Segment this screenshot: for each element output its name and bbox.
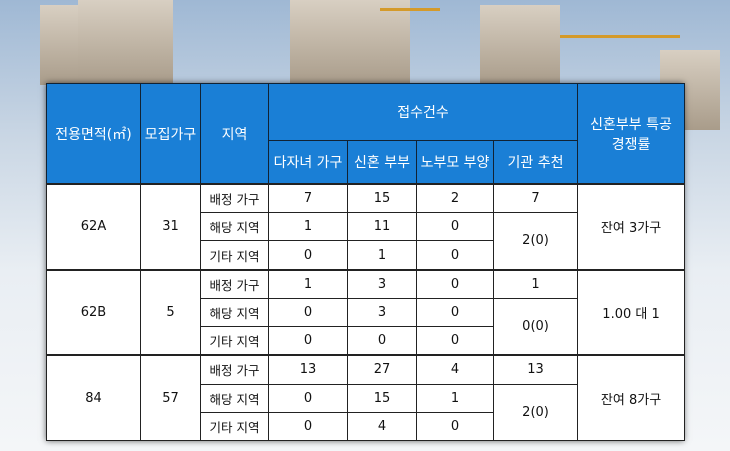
agency-alloc-cell: 7 [492,183,579,214]
region-cell: 배정 가구 [200,183,269,214]
header-elderly-parents: 노부모 부양 [416,140,494,185]
rate-cell: 잔여 3가구 [577,183,686,271]
crane [380,8,440,11]
region-cell: 기타 지역 [200,411,269,442]
newlywed-cell: 15 [347,383,417,413]
elderly-parents-cell: 0 [416,268,494,299]
header-units: 모집가구 [140,83,201,185]
newlywed-cell: 27 [347,354,417,385]
region-cell: 배정 가구 [200,354,269,385]
multi-child-cell: 13 [268,354,348,385]
units-cell: 31 [140,183,201,271]
newlywed-cell: 4 [347,411,417,442]
header-rate: 신혼부부 특공 경쟁률 [577,83,686,185]
multi-child-cell: 1 [268,212,348,242]
area-cell: 84 [46,354,141,442]
multi-child-cell: 0 [268,297,348,328]
elderly-parents-cell: 2 [416,183,494,214]
area-cell: 62B [46,268,141,356]
multi-child-cell: 0 [268,326,348,356]
elderly-parents-cell: 0 [416,326,494,356]
table-row: 84 57 배정 가구 13 27 4 13 잔여 8가구 [46,354,686,442]
agency-apps-cell: 0(0) [492,297,579,356]
area-cell: 62A [46,183,141,271]
table-row: 62A 31 배정 가구 7 15 2 7 잔여 3가구 [46,183,686,271]
table-row: 62B 5 배정 가구 1 3 0 1 1.00 대 1 [46,268,686,356]
rate-cell: 잔여 8가구 [577,354,686,442]
multi-child-cell: 0 [268,240,348,271]
table-row: 해당 지역 0 15 1 2(0) [47,383,685,442]
header-agency: 기관 추천 [492,140,579,185]
multi-child-cell: 7 [268,183,348,214]
subscription-table: 전용면적(㎡) 모집가구 지역 접수건수 신혼부부 특공 경쟁률 다자녀 가구 … [46,83,686,442]
building [290,0,410,85]
region-cell: 기타 지역 [200,240,269,271]
rate-cell: 1.00 대 1 [577,268,686,356]
region-cell: 기타 지역 [200,326,269,356]
region-cell: 해당 지역 [200,297,269,328]
newlywed-cell: 15 [347,183,417,214]
elderly-parents-cell: 0 [416,240,494,271]
multi-child-cell: 0 [268,383,348,413]
building [480,5,560,85]
elderly-parents-cell: 1 [416,383,494,413]
units-cell: 57 [140,354,201,442]
newlywed-cell: 3 [347,297,417,328]
elderly-parents-cell: 4 [416,354,494,385]
newlywed-cell: 3 [347,268,417,299]
header-newlywed: 신혼 부부 [347,140,417,185]
elderly-parents-cell: 0 [416,411,494,442]
crane [560,35,680,38]
agency-alloc-cell: 13 [492,354,579,385]
table-row: 기타 지역 0 1 0 [47,240,685,271]
header-region: 지역 [200,83,269,185]
region-cell: 해당 지역 [200,212,269,242]
table-row: 기타 지역 0 0 0 [47,326,685,356]
table-row: 기타 지역 0 4 0 [47,411,685,442]
elderly-parents-cell: 0 [416,212,494,242]
region-cell: 해당 지역 [200,383,269,413]
multi-child-cell: 1 [268,268,348,299]
agency-apps-cell: 2(0) [492,383,579,442]
building [40,5,80,85]
agency-alloc-cell: 1 [492,268,579,299]
region-cell: 배정 가구 [200,268,269,299]
header-rate-line2: 경쟁률 [611,136,651,153]
building [78,0,173,85]
newlywed-cell: 0 [347,326,417,356]
header-rate-line1: 신혼부부 특공 [590,116,672,133]
units-cell: 5 [140,268,201,356]
agency-apps-cell: 2(0) [492,212,579,271]
elderly-parents-cell: 0 [416,297,494,328]
newlywed-cell: 11 [347,212,417,242]
header-applications: 접수건수 [267,83,579,141]
header-area: 전용면적(㎡) [46,83,141,185]
header-multi-child: 다자녀 가구 [268,140,348,185]
newlywed-cell: 1 [347,240,417,271]
table-row: 해당 지역 0 3 0 0(0) [47,297,685,356]
multi-child-cell: 0 [268,411,348,442]
